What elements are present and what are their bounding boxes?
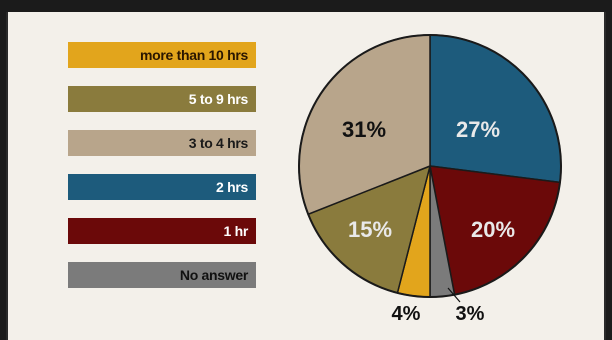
data-label-3-to-4-hrs: 31% [342,117,386,142]
leader-line-no-answer [447,287,461,303]
chart-panel: more than 10 hrs 5 to 9 hrs 3 to 4 hrs 2… [6,12,606,340]
data-label-1-hr: 20% [471,217,515,242]
data-label-more-than-10-hrs: 4% [392,303,421,325]
legend-item-1-hr: 1 hr [68,218,256,244]
legend-item-more-than-10-hrs: more than 10 hrs [68,42,256,68]
pie-slice-2-hrs [429,34,562,184]
data-label-5-to-9-hrs: 15% [348,217,392,242]
legend-item-2-hrs: 2 hrs [68,174,256,200]
legend-item-5-to-9-hrs: 5 to 9 hrs [68,86,256,112]
chart-legend: more than 10 hrs 5 to 9 hrs 3 to 4 hrs 2… [68,42,256,306]
pie-chart: 27% 20% 3% 4% 15% 31% [298,34,562,325]
legend-item-no-answer: No answer [68,262,256,288]
legend-item-3-to-4-hrs: 3 to 4 hrs [68,130,256,156]
pie-outline [298,34,562,298]
data-label-2-hrs: 27% [456,117,500,142]
data-label-no-answer: 3% [456,303,485,325]
